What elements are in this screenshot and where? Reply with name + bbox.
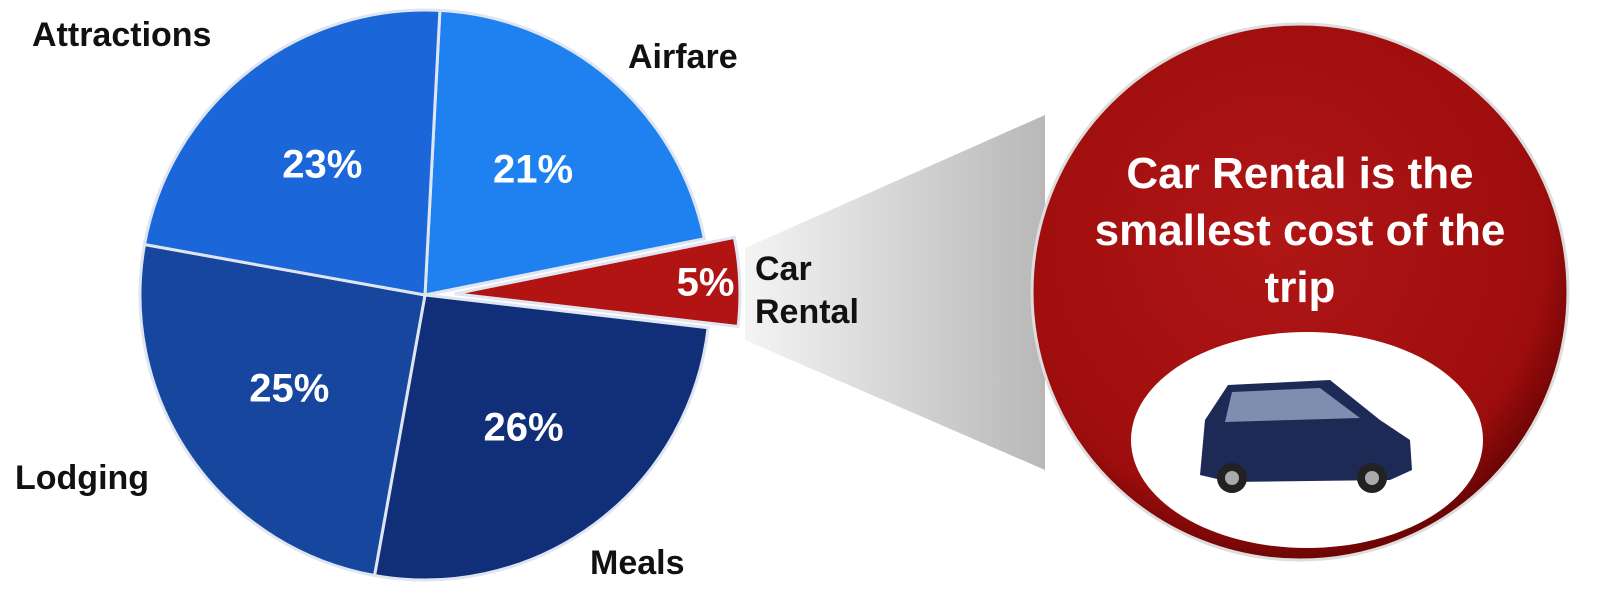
value-label: 21% [493, 147, 573, 192]
value-label: 26% [484, 405, 564, 450]
value-label: 23% [282, 143, 362, 188]
slice-label: Lodging [15, 457, 149, 500]
slice-label: Airfare [628, 36, 738, 79]
slice-label: Car Rental [755, 248, 895, 333]
value-label: 25% [249, 367, 329, 412]
value-label: 5% [677, 261, 735, 306]
page: Attractions Airfare Car Rental Meals Lod… [0, 0, 1621, 602]
annotation: Car Rental is the smallest cost of the t… [1075, 145, 1525, 317]
slice-label: Attractions [32, 14, 211, 57]
slice-label: Meals [590, 542, 685, 585]
